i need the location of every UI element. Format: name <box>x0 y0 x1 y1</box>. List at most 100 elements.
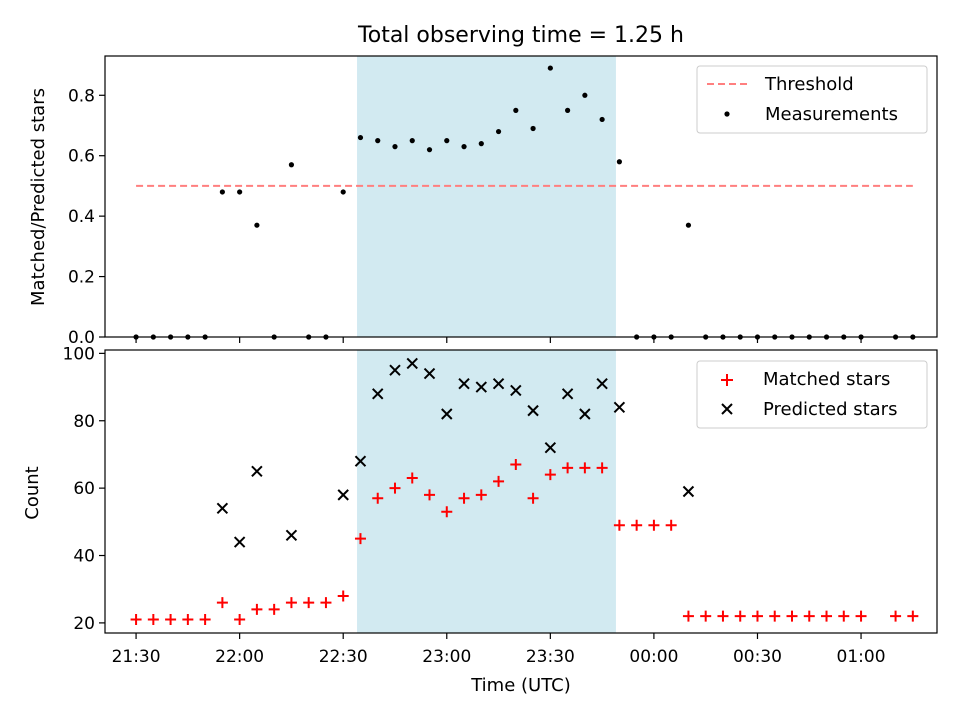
bottom-legend-box <box>696 360 928 429</box>
matched-star-point <box>613 519 625 531</box>
top-title: Total observing time = 1.25 h <box>357 23 684 48</box>
matched-star-point <box>648 519 660 531</box>
matched-star-point <box>855 610 867 622</box>
top-shaded-interval <box>357 56 616 337</box>
measurement-point <box>478 141 484 147</box>
matched-star-point <box>751 610 763 622</box>
matched-stars-legend-label: Matched stars <box>763 369 890 390</box>
top-legend-box <box>696 65 928 134</box>
measurement-point <box>219 189 225 195</box>
matched-star-point <box>821 610 833 622</box>
predicted-star-point <box>596 377 608 390</box>
matched-star-point <box>475 489 487 501</box>
measurements-legend-label: Measurements <box>765 104 898 125</box>
bottom-xtick-label: 00:00 <box>629 647 678 667</box>
bottom-xtick-label: 23:00 <box>422 647 471 667</box>
matched-star-point <box>510 459 522 471</box>
measurements-legend-swatch <box>724 111 730 117</box>
measurement-point <box>685 222 692 228</box>
predicted-star-point <box>475 381 488 393</box>
predicted-stars-legend-label: Predicted stars <box>763 399 897 420</box>
predicted-star-point <box>372 388 384 400</box>
bottom-xlabel: Time (UTC) <box>470 675 571 696</box>
bottom-ytick-label: 100 <box>63 344 95 364</box>
top-axes-frame <box>104 55 938 338</box>
matched-star-point <box>147 614 159 626</box>
predicted-star-point <box>458 377 470 390</box>
matched-star-point <box>579 462 591 474</box>
bottom-ytick-label: 60 <box>73 479 95 499</box>
top-legend: Threshold Measurements <box>696 65 928 134</box>
top-ytick-label: 0.4 <box>68 207 95 227</box>
predicted-star-point <box>423 367 436 380</box>
bottom-ytick-label: 80 <box>73 412 95 432</box>
matched-star-point <box>562 462 574 474</box>
observing-window-shade <box>357 350 616 633</box>
top-ylabel: Matched/Predicted stars <box>28 88 49 306</box>
matched-star-point <box>130 614 142 626</box>
matched-star-point <box>354 533 366 545</box>
measurement-point <box>582 92 588 98</box>
matched-star-point <box>303 597 315 609</box>
measurement-point <box>444 138 450 144</box>
matched-star-point <box>682 610 694 622</box>
predicted-star-point <box>613 401 626 413</box>
matched-star-point <box>372 492 384 504</box>
matched-star-point <box>786 610 798 622</box>
matched-star-point <box>734 610 746 622</box>
measurement-point <box>288 162 295 168</box>
matched-star-point <box>717 610 729 622</box>
bottom-shaded-interval <box>357 350 616 633</box>
observing-window-shade <box>357 56 616 337</box>
matched-star-point <box>803 610 815 622</box>
measurement-point <box>254 222 260 228</box>
matched-star-point <box>838 610 850 622</box>
predicted-star-point <box>406 357 418 370</box>
matched-star-point <box>337 590 349 602</box>
predicted-star-point <box>492 377 505 390</box>
predicted-star-point <box>527 404 539 417</box>
measurement-point <box>340 189 346 195</box>
bottom-axes-frame <box>104 349 938 634</box>
top-ytick-label: 0.2 <box>68 268 95 288</box>
matched-star-point <box>631 519 643 531</box>
matched-star-point <box>216 597 228 609</box>
matched-star-point <box>769 610 781 622</box>
measurement-point <box>357 134 364 141</box>
matched-star-point <box>458 492 470 504</box>
matched-star-point <box>389 482 401 494</box>
measurement-point <box>461 144 467 150</box>
measurement-point <box>392 144 398 150</box>
matched-star-point <box>320 597 332 609</box>
matched-star-point <box>165 614 177 626</box>
bottom-xtick-label: 22:00 <box>215 647 264 667</box>
matched-star-point <box>527 492 539 504</box>
matched-star-point <box>665 519 677 531</box>
measurement-point <box>565 107 571 113</box>
bottom-xtick-label: 23:30 <box>526 647 575 667</box>
bottom-xtick-label: 01:00 <box>837 647 886 667</box>
matched-star-point <box>907 610 919 622</box>
bottom-ytick-label: 20 <box>73 614 95 634</box>
matched-star-point <box>406 472 418 484</box>
matched-stars-legend-swatch <box>721 374 733 386</box>
predicted-stars-legend-swatch <box>721 403 733 415</box>
matched-star-point <box>424 489 436 501</box>
top-axis-ticks: 0.0 0.2 0.4 0.6 0.8 <box>68 86 862 348</box>
measurement-point <box>409 138 415 144</box>
bottom-xtick-label: 21:30 <box>112 647 161 667</box>
bottom-ylabel: Count <box>22 466 43 519</box>
bottom-xtick-label: 22:30 <box>319 647 368 667</box>
matched-star-point <box>544 469 556 481</box>
matched-star-point <box>890 610 902 622</box>
bottom-legend: Matched stars Predicted stars <box>696 360 928 429</box>
measurement-point <box>495 128 502 135</box>
measurement-point <box>599 116 605 123</box>
predicted-star-point <box>510 384 522 397</box>
measurement-point <box>513 107 519 113</box>
predicted-star-point <box>561 388 574 400</box>
matched-star-point <box>234 614 246 626</box>
bottom-plot-area <box>130 357 919 626</box>
top-panel: Total observing time = 1.25 h 0.00.20.40… <box>28 23 938 348</box>
